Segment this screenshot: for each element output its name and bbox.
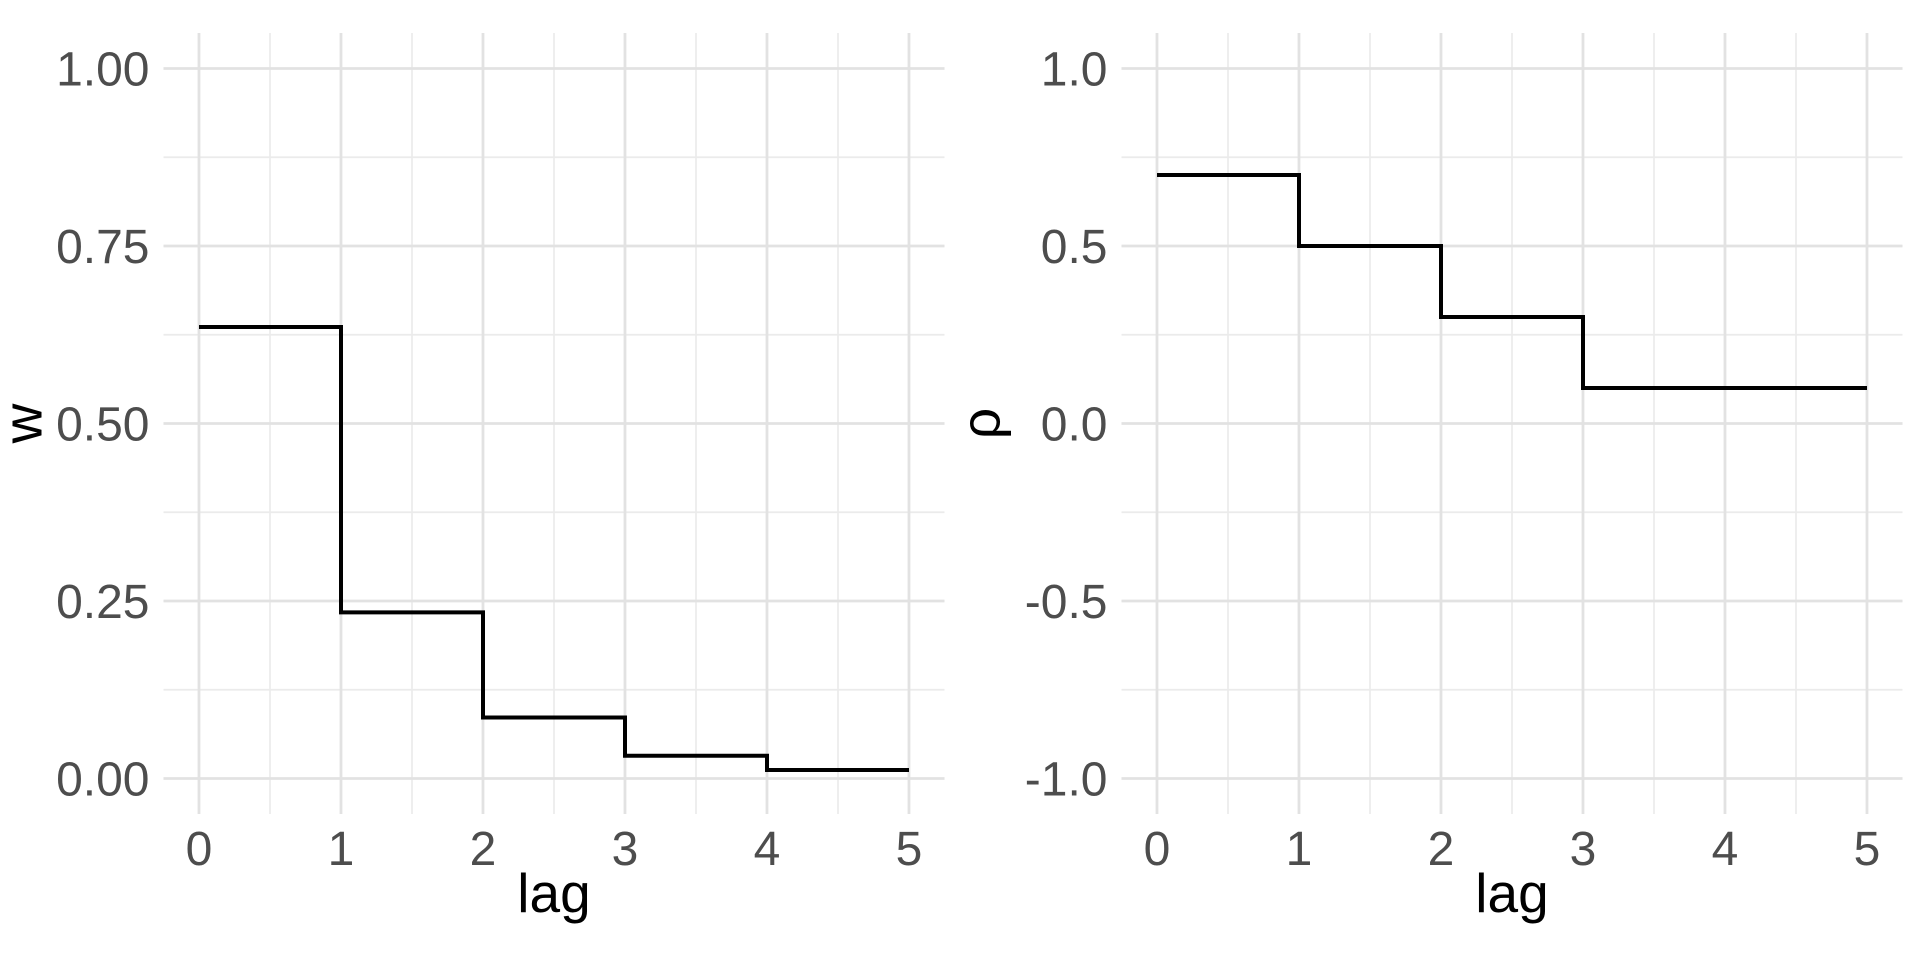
x-tick-label: 1 <box>328 823 355 876</box>
x-tick-label: 4 <box>754 823 781 876</box>
x-axis-title: lag <box>1475 862 1548 924</box>
x-tick-label: 2 <box>470 823 497 876</box>
step-line <box>1157 173 1867 390</box>
y-tick-label: 1.0 <box>1041 44 1108 97</box>
x-tick-label: 3 <box>612 823 639 876</box>
panel-w: 0.00 0.25 0.50 0.75 1.00 0 1 2 3 4 5 lag w <box>0 33 945 924</box>
x-axis-title: lag <box>517 862 590 924</box>
y-tick-label: 0.0 <box>1041 399 1108 452</box>
y-tick-label: 0.75 <box>56 221 149 274</box>
y-tick-label: 0.25 <box>56 576 149 629</box>
x-tick-label: 1 <box>1286 823 1313 876</box>
y-axis-title: ρ <box>950 408 1012 439</box>
y-axis-title: w <box>0 403 54 444</box>
x-tick-label: 0 <box>1144 823 1171 876</box>
x-tick-label: 5 <box>1854 823 1881 876</box>
x-tick-label: 3 <box>1570 823 1597 876</box>
y-tick-label: -1.0 <box>1025 754 1108 807</box>
x-tick-label: 5 <box>896 823 923 876</box>
step-line <box>199 324 909 772</box>
y-tick-label: 0.50 <box>56 399 149 452</box>
x-tick-label: 2 <box>1428 823 1455 876</box>
y-tick-label: 0.00 <box>56 754 149 807</box>
panel-rho: -1.0 -0.5 0.0 0.5 1.0 0 1 2 3 4 5 lag ρ <box>950 33 1903 924</box>
x-tick-label: 4 <box>1712 823 1739 876</box>
y-tick-label: 0.5 <box>1041 221 1108 274</box>
x-tick-label: 0 <box>186 823 213 876</box>
y-tick-label: 1.00 <box>56 44 149 97</box>
y-tick-label: -0.5 <box>1025 576 1108 629</box>
